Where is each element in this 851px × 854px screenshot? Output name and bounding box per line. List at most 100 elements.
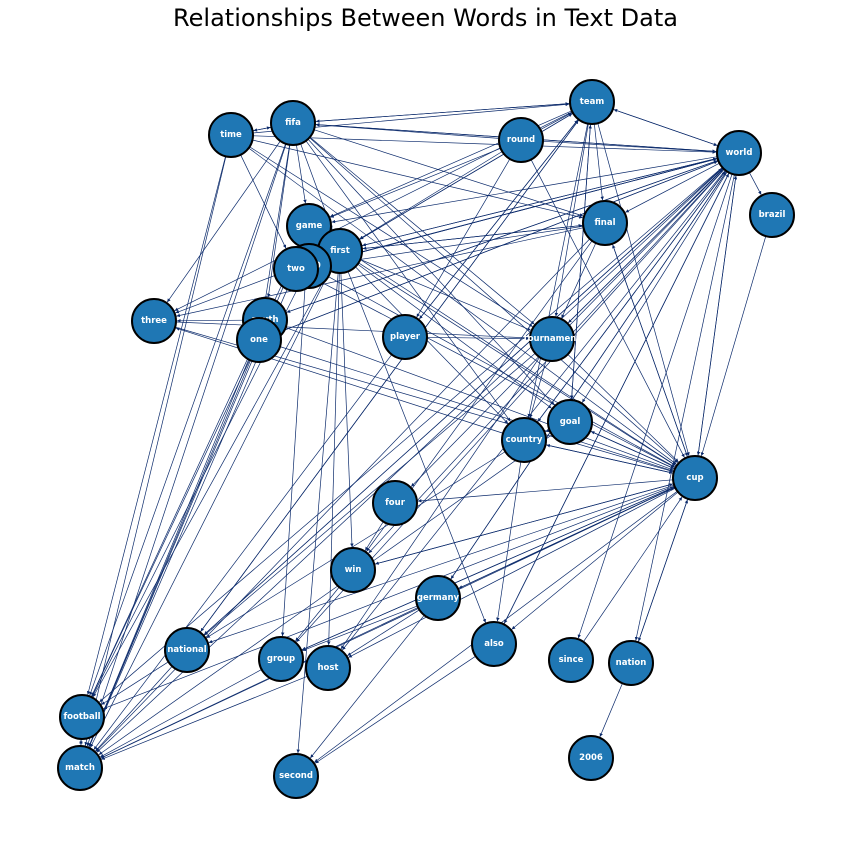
edge-group-match: [100, 669, 262, 758]
edge-cup-goal: [590, 431, 676, 470]
edge-time-world: [252, 135, 717, 154]
edge-fifa-football: [89, 143, 286, 696]
edge-win-group: [295, 586, 340, 642]
edge-cup-football: [103, 485, 675, 710]
edge-round-game: [330, 147, 501, 218]
edge-goal-match: [98, 434, 553, 756]
edge-player-tournament: [426, 336, 530, 341]
node-label-football: football: [63, 712, 100, 722]
edge-germany-world: [450, 171, 727, 580]
edge-one-football: [91, 359, 250, 697]
node-circle-nation: [608, 640, 654, 686]
node-host: host: [305, 645, 351, 691]
node-label-country: country: [506, 435, 543, 445]
edge-game-group: [280, 247, 308, 637]
edge-tournament-world: [567, 168, 723, 324]
node-label-second: second: [279, 771, 313, 781]
node-circle-player: [382, 314, 428, 360]
node-circle-group: [258, 636, 304, 682]
edge-team-fifa: [315, 103, 571, 123]
edge-also-world: [503, 173, 730, 625]
edge-fifa-game: [296, 144, 307, 204]
edge-final-tournament: [561, 242, 597, 319]
edge-first-final: [361, 224, 583, 250]
node-win: win: [330, 547, 376, 593]
node-circle-also: [471, 621, 517, 667]
edge-round-cup: [530, 159, 685, 458]
node-label-first: first: [330, 246, 350, 256]
edge-country-also: [496, 461, 522, 622]
node-label-time: time: [220, 130, 242, 140]
node-brazil: brazil: [749, 192, 795, 238]
edge-tournament-host: [340, 356, 540, 650]
node-label-also: also: [484, 639, 504, 649]
edge-since-cup: [583, 496, 683, 643]
node-match: match: [57, 745, 103, 791]
node-label-tournament: tournament: [524, 334, 581, 344]
node-circle-germany: [415, 575, 461, 621]
edge-first-goal: [357, 263, 552, 409]
edge-first-host: [327, 272, 340, 646]
edge-fifa-country: [305, 140, 511, 422]
edge-germany-match: [100, 607, 419, 759]
edge-south-cup: [285, 327, 674, 471]
edge-national-world: [203, 168, 723, 636]
edge-time-football: [86, 156, 226, 695]
node-circle-three: [131, 298, 177, 344]
edge-world-since: [577, 173, 733, 639]
node-circle-country: [501, 417, 547, 463]
edge-germany-host: [347, 609, 420, 656]
node-label-one: one: [250, 335, 268, 345]
edge-time-tournament: [249, 146, 533, 327]
edge-one-match: [88, 360, 251, 747]
edge-national-match: [95, 666, 173, 752]
node-four: four: [372, 480, 418, 526]
edge-team-final: [594, 123, 604, 201]
edge-cup-world: [697, 175, 738, 457]
node-label-fifa: fifa: [285, 118, 301, 128]
node-circle-brazil: [749, 192, 795, 238]
edge-cup-national: [208, 484, 675, 644]
edge-first-cup: [358, 262, 676, 466]
node-one: one: [236, 317, 282, 363]
node-label-2006: 2006: [579, 753, 603, 763]
node-circle-team: [569, 79, 615, 125]
edge-team-tournament: [554, 123, 589, 317]
edge-world-final: [625, 162, 720, 213]
edge-cup-host: [348, 487, 676, 658]
node-circle-final: [582, 200, 628, 246]
edge-cup-four: [417, 479, 674, 503]
edges-layer: [79, 102, 767, 764]
node-circle-round: [498, 117, 544, 163]
node-label-two: two: [287, 264, 305, 274]
edge-fifa-south: [266, 144, 291, 298]
node-final: final: [582, 200, 628, 246]
node-circle-goal: [547, 399, 593, 445]
node-label-since: since: [559, 655, 584, 665]
node-label-germany: germany: [417, 593, 460, 603]
edge-world-nation: [634, 174, 735, 641]
edge-germany-second: [310, 614, 425, 759]
node-label-win: win: [345, 565, 362, 575]
edge-final-three: [176, 227, 584, 318]
node-nation: nation: [608, 640, 654, 686]
node-label-world: world: [726, 148, 753, 158]
edge-germany-cup: [457, 487, 675, 590]
edge-four-win: [364, 521, 384, 551]
edge-round-fifa: [315, 123, 500, 139]
edge-two-cup: [315, 278, 675, 468]
edge-also-second: [314, 655, 476, 764]
edge-first-country: [355, 266, 509, 424]
edge-fifa-cup: [309, 137, 678, 464]
edge-group-cup: [301, 486, 675, 651]
node-circle-one: [236, 317, 282, 363]
edge-goal-team: [571, 124, 592, 401]
node-circle-since: [548, 637, 594, 683]
nodes-layer: time fifa team round world brazil final game fir…: [57, 79, 795, 799]
node-circle-four: [372, 480, 418, 526]
edge-tournament-national: [204, 353, 536, 636]
node-circle-win: [330, 547, 376, 593]
node-label-nation: nation: [616, 658, 647, 668]
node-label-player: player: [390, 332, 421, 342]
